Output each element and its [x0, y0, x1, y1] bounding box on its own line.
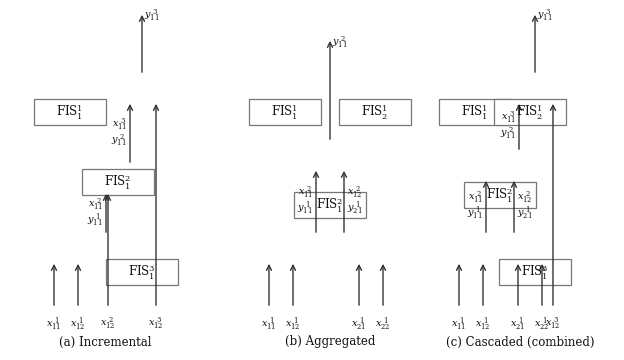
Text: $y_{11}^{\ 3}$: $y_{11}^{\ 3}$ — [144, 8, 160, 23]
Text: $x_{11}^{\ 3}$: $x_{11}^{\ 3}$ — [112, 116, 127, 132]
Bar — [294, 192, 366, 218]
Text: $\mathrm{FIS}_1^3$: $\mathrm{FIS}_1^3$ — [128, 262, 156, 282]
Text: $x_{11}^{\ 1}$: $x_{11}^{\ 1}$ — [46, 316, 62, 333]
Text: $\mathrm{FIS}_1^2$: $\mathrm{FIS}_1^2$ — [104, 172, 132, 192]
Bar — [34, 99, 106, 125]
Text: $\mathrm{FIS}_1^1$: $\mathrm{FIS}_1^1$ — [56, 102, 84, 122]
Text: $x_{11}^{\ 1}$: $x_{11}^{\ 1}$ — [451, 316, 467, 333]
Bar — [106, 259, 178, 285]
Text: $x_{12}^{\ 2}$: $x_{12}^{\ 2}$ — [347, 185, 363, 200]
Bar — [339, 99, 411, 125]
Text: $\mathrm{FIS}_2^1$: $\mathrm{FIS}_2^1$ — [516, 102, 544, 122]
Bar — [464, 182, 536, 208]
Text: $x_{11}^{\ 2}$: $x_{11}^{\ 2}$ — [468, 190, 483, 205]
Text: $x_{22}^{\ 1}$: $x_{22}^{\ 1}$ — [375, 316, 391, 333]
Text: $y_{11}^{\ 2}$: $y_{11}^{\ 2}$ — [500, 126, 516, 141]
Text: $y_{11}^{\ 2}$: $y_{11}^{\ 2}$ — [111, 132, 127, 148]
Text: $x_{12}^{\ 2}$: $x_{12}^{\ 2}$ — [517, 190, 532, 205]
Text: (c) Cascaded (combined): (c) Cascaded (combined) — [446, 336, 594, 348]
Text: $y_{11}^{\ 1}$: $y_{11}^{\ 1}$ — [298, 200, 313, 217]
Bar — [494, 99, 566, 125]
Text: $x_{21}^{\ 1}$: $x_{21}^{\ 1}$ — [510, 316, 525, 333]
Bar — [82, 169, 154, 195]
Text: $x_{11}^{\ 1}$: $x_{11}^{\ 1}$ — [261, 316, 276, 333]
Text: $\mathrm{FIS}_2^1$: $\mathrm{FIS}_2^1$ — [361, 102, 389, 122]
Text: $x_{11}^{\ 2}$: $x_{11}^{\ 2}$ — [298, 185, 313, 200]
Text: $x_{12}^{\ 3}$: $x_{12}^{\ 3}$ — [149, 316, 163, 331]
Text: $\mathrm{FIS}_1^1$: $\mathrm{FIS}_1^1$ — [271, 102, 298, 122]
Text: $y_{21}^{\ 1}$: $y_{21}^{\ 1}$ — [517, 205, 533, 222]
Bar — [249, 99, 321, 125]
Text: $x_{12}^{\ 1}$: $x_{12}^{\ 1}$ — [285, 316, 301, 333]
Text: $x_{11}^{\ 3}$: $x_{11}^{\ 3}$ — [500, 110, 516, 125]
Text: $\mathrm{FIS}_1^2$: $\mathrm{FIS}_1^2$ — [486, 185, 514, 205]
Text: $y_{11}^{\ 3}$: $y_{11}^{\ 3}$ — [537, 8, 553, 23]
Text: $y_{21}^{\ 1}$: $y_{21}^{\ 1}$ — [347, 200, 363, 217]
Text: (b) Aggregated: (b) Aggregated — [285, 336, 375, 348]
Bar — [499, 259, 571, 285]
Text: $x_{12}^{\ 3}$: $x_{12}^{\ 3}$ — [545, 316, 561, 331]
Text: $x_{12}^{\ 1}$: $x_{12}^{\ 1}$ — [475, 316, 490, 333]
Text: $\mathrm{FIS}_1^3$: $\mathrm{FIS}_1^3$ — [521, 262, 549, 282]
Text: $y_{11}^{\ 1}$: $y_{11}^{\ 1}$ — [87, 211, 103, 229]
Text: $y_{11}^{\ 2}$: $y_{11}^{\ 2}$ — [332, 35, 348, 50]
Text: $x_{21}^{\ 1}$: $x_{21}^{\ 1}$ — [351, 316, 367, 333]
Text: $y_{11}^{\ 1}$: $y_{11}^{\ 1}$ — [467, 205, 483, 222]
Text: $\mathrm{FIS}_1^2$: $\mathrm{FIS}_1^2$ — [316, 195, 344, 215]
Bar — [439, 99, 511, 125]
Text: $x_{12}^{\ 1}$: $x_{12}^{\ 1}$ — [71, 316, 85, 333]
Text: $x_{22}^{\ 1}$: $x_{22}^{\ 1}$ — [534, 316, 550, 333]
Text: (a) Incremental: (a) Incremental — [59, 336, 151, 348]
Text: $x_{11}^{\ 2}$: $x_{11}^{\ 2}$ — [88, 197, 103, 212]
Text: $x_{12}^{\ 2}$: $x_{12}^{\ 2}$ — [100, 316, 115, 331]
Text: $\mathrm{FIS}_1^1$: $\mathrm{FIS}_1^1$ — [461, 102, 489, 122]
